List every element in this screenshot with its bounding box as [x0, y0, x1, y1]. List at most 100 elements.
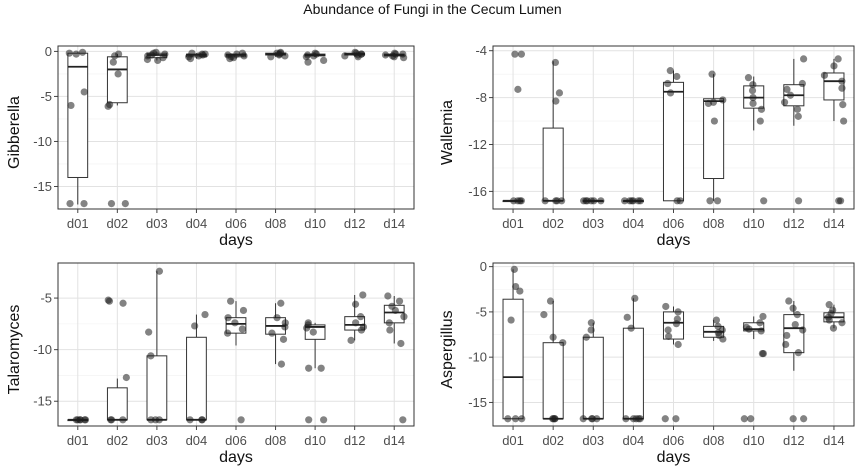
data-point	[384, 292, 392, 300]
data-point	[794, 112, 802, 120]
data-point	[840, 117, 848, 125]
data-point	[341, 52, 349, 60]
data-point	[109, 58, 117, 66]
x-tick-label: d06	[225, 216, 247, 231]
data-point	[621, 197, 629, 205]
data-point	[357, 50, 365, 58]
data-point	[747, 415, 755, 423]
data-point	[114, 70, 122, 78]
box-d02	[542, 127, 564, 202]
box-d01	[67, 52, 89, 178]
x-tick-label: d12	[783, 433, 805, 448]
data-point	[237, 416, 245, 424]
data-point	[238, 325, 246, 333]
data-point	[147, 51, 156, 59]
data-point	[749, 93, 757, 102]
data-point	[664, 332, 673, 340]
data-point	[65, 49, 73, 57]
data-point	[672, 415, 680, 423]
x-tick-label: d06	[663, 433, 685, 448]
x-tick-label: d12	[783, 216, 805, 231]
data-point	[757, 105, 766, 113]
data-point	[66, 199, 74, 208]
x-tick-label: d10	[304, 216, 326, 231]
data-point	[780, 98, 789, 106]
data-point	[799, 326, 807, 334]
data-point	[155, 416, 163, 424]
data-point	[305, 364, 313, 372]
data-point	[783, 331, 791, 340]
y-tick-label: -15	[33, 179, 52, 194]
panel-top-left: 0 -5 -10 -15 d01 d02 d03 d04 d06 d08 d10 d12 d14 days…	[6, 44, 415, 249]
data-point	[783, 85, 791, 93]
data-point	[104, 102, 112, 110]
data-point	[67, 101, 75, 110]
data-point	[388, 52, 397, 60]
data-point	[629, 197, 637, 205]
data-point	[559, 339, 567, 347]
data-point	[759, 312, 767, 321]
data-point	[622, 415, 630, 423]
data-point	[745, 325, 753, 333]
data-point	[627, 324, 635, 332]
data-point	[268, 329, 276, 337]
x-tick-label: d02	[106, 216, 128, 231]
y-tick-label: -4	[475, 43, 487, 58]
data-point	[397, 339, 405, 348]
y-tick-label: -10	[468, 350, 487, 365]
data-point	[78, 48, 87, 56]
y-tick-label: -10	[33, 134, 52, 149]
data-point	[395, 297, 404, 305]
data-point	[793, 105, 802, 113]
data-point	[517, 197, 525, 205]
box-d03	[582, 336, 604, 420]
x-tick-label: d10	[743, 433, 765, 448]
data-point	[553, 197, 561, 205]
y-axis-title: Talaromyces	[6, 305, 23, 395]
data-point	[838, 77, 846, 85]
x-tick-label: d01	[67, 216, 89, 231]
data-point	[159, 54, 167, 62]
data-point	[145, 328, 153, 336]
data-point	[580, 197, 588, 205]
data-point	[674, 308, 682, 316]
data-point	[352, 319, 360, 327]
data-point	[744, 74, 753, 82]
data-point	[107, 416, 115, 424]
box-d04	[186, 336, 207, 421]
data-point	[549, 333, 557, 341]
data-point	[399, 416, 407, 424]
data-point	[240, 52, 248, 60]
data-point	[791, 320, 799, 329]
x-tick-label: d03	[146, 216, 168, 231]
data-point	[277, 299, 285, 307]
data-point	[359, 291, 367, 299]
data-point	[391, 306, 399, 315]
data-point	[304, 58, 312, 66]
panel-bottom-right: 0 -5 -10 -15 d01 d02 d03 d04 d06 d08 d10 d12 d14 days…	[439, 259, 855, 466]
x-tick-label: d10	[304, 433, 326, 448]
data-point	[302, 53, 310, 61]
data-point	[317, 364, 325, 372]
data-point	[749, 81, 757, 89]
data-point	[740, 415, 748, 423]
data-point	[587, 326, 595, 334]
data-point	[704, 99, 713, 108]
data-point	[749, 99, 757, 108]
x-tick-label: d06	[663, 216, 685, 231]
x-tick-label: d02	[106, 433, 128, 448]
data-point	[541, 197, 549, 205]
data-point	[673, 72, 681, 81]
data-point	[516, 287, 524, 295]
data-point	[147, 352, 155, 360]
data-point	[381, 51, 390, 59]
data-point	[794, 349, 802, 357]
data-point	[829, 324, 838, 332]
data-point	[549, 415, 557, 423]
data-point	[511, 50, 519, 58]
figure-title: Abundance of Fungi in the Cecum Lumen	[303, 1, 562, 17]
data-point	[839, 101, 847, 109]
data-point	[347, 336, 355, 344]
data-point	[310, 52, 318, 60]
data-point	[281, 323, 289, 331]
